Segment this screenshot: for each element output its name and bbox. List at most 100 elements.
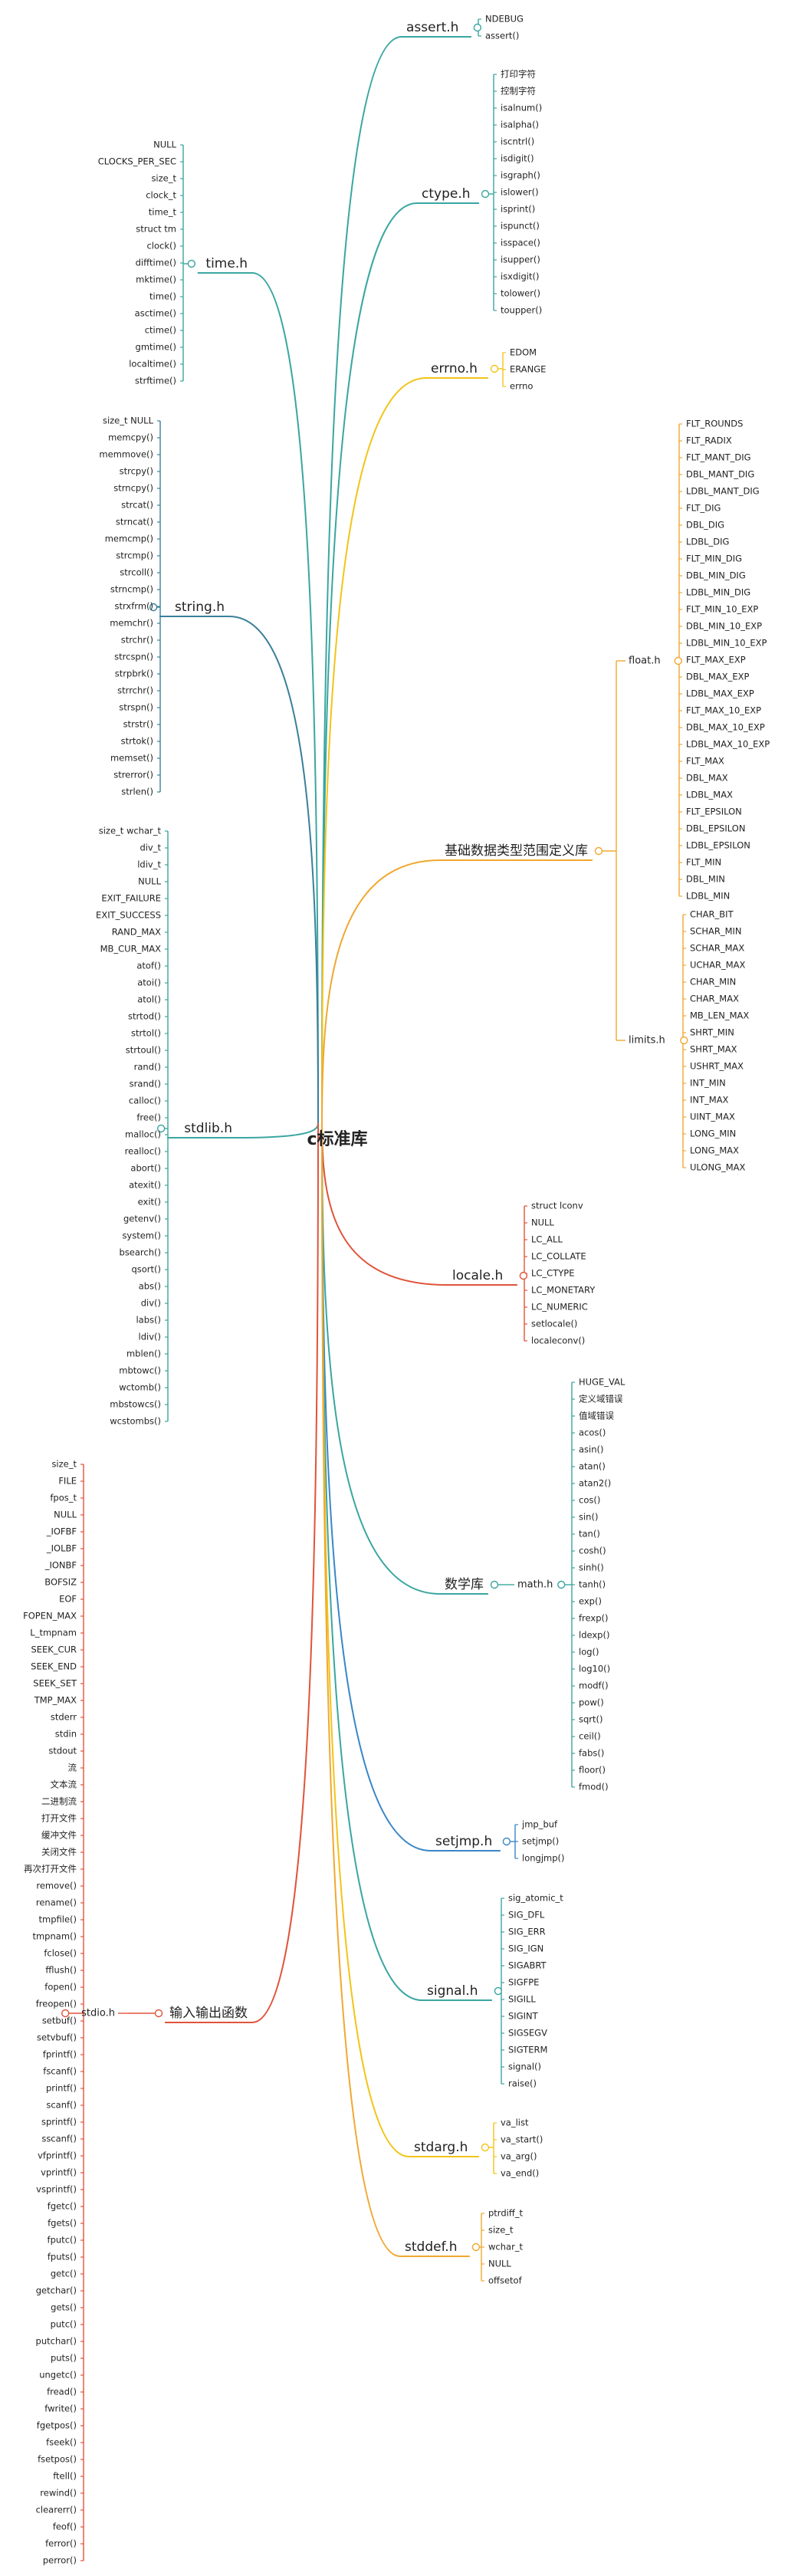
stdio-leaf: SEEK_END — [31, 1661, 77, 1672]
math-leaf: sqrt() — [579, 1714, 603, 1725]
stdio-leaf: remove() — [36, 1881, 77, 1891]
stdio-leaf: 再次打开文件 — [24, 1864, 77, 1875]
string-leaf: strcat() — [121, 500, 153, 511]
stdio-leaf: setvbuf() — [37, 2032, 77, 2043]
string-leaf: strxfrm() — [115, 601, 153, 612]
stdio-leaf: fgetpos() — [37, 2420, 77, 2431]
edge-stdlib — [236, 1122, 319, 1138]
expand-setjmp-icon[interactable] — [502, 1837, 511, 1846]
stdio-leaf: 关闭文件 — [41, 1847, 77, 1858]
expand-stdio-icon[interactable] — [61, 2009, 70, 2018]
stddef-leaf: NULL — [488, 2259, 511, 2269]
math-leaf: sinh() — [579, 1562, 604, 1573]
math-leaf: asin() — [579, 1444, 604, 1455]
float-leaf: DBL_MAX_10_EXP — [686, 722, 765, 733]
locale-leaf: localeconv() — [531, 1336, 585, 1346]
string-leaf: strrchr() — [117, 685, 153, 696]
math-leaf: 定义域错误 — [579, 1394, 623, 1405]
limits-leaf: INT_MIN — [690, 1078, 726, 1089]
ctype-leaf: isdigit() — [501, 153, 534, 164]
stdlib-leaf: exit() — [138, 1197, 161, 1208]
float-leaf: DBL_MIN_DIG — [686, 570, 746, 581]
locale-leaf: LC_COLLATE — [531, 1251, 586, 1262]
expand-stdarg-icon[interactable] — [481, 2143, 490, 2152]
stdlib-leaf: div_t — [140, 843, 161, 853]
expand-locale-icon[interactable] — [519, 1271, 528, 1280]
stdlib-leaf: NULL — [138, 876, 161, 887]
expand-stddef-icon[interactable] — [471, 2242, 481, 2252]
float-leaf: FLT_MIN_DIG — [686, 554, 742, 564]
stdio-leaf: sprintf() — [41, 2117, 77, 2128]
stdlib-leaf: mbstowcs() — [110, 1399, 161, 1410]
expand-signal-icon[interactable] — [494, 1986, 503, 1996]
stdlib-leaf: wctomb() — [119, 1382, 161, 1393]
math-leaf: log() — [579, 1647, 599, 1658]
locale-leaf: LC_MONETARY — [531, 1285, 596, 1296]
ctype-leaf: isspace() — [501, 238, 540, 248]
stdlib-leaf: bsearch() — [120, 1247, 161, 1258]
expand-errno-icon[interactable] — [490, 364, 499, 373]
assert-leaf: assert() — [485, 31, 519, 41]
signal-leaf: SIGSEGV — [508, 2028, 547, 2039]
edge-layer — [61, 18, 688, 2561]
time-leaf: strftime() — [135, 376, 176, 386]
stdlib-leaf: wcstombs() — [110, 1416, 161, 1427]
float-leaf: DBL_MIN_10_EXP — [686, 621, 762, 632]
math-leaf: cosh() — [579, 1546, 606, 1556]
math-leaf: frexp() — [579, 1613, 608, 1624]
stdio-leaf: vsprintf() — [36, 2184, 77, 2195]
limits-leaf: CHAR_BIT — [690, 909, 734, 920]
branch-errno: errno.h — [431, 361, 478, 376]
float-leaf: LDBL_MIN — [686, 891, 730, 902]
time-leaf: asctime() — [135, 308, 176, 319]
string-leaf: strcspn() — [114, 652, 153, 662]
stdio-leaf: fputc() — [48, 2235, 77, 2246]
expand-assert-icon[interactable] — [473, 23, 482, 32]
stddef-leaf: size_t — [488, 2225, 514, 2236]
stdio-leaf: FOPEN_MAX — [23, 1611, 77, 1622]
expand-limits_root-icon[interactable] — [594, 846, 603, 856]
math-leaf: atan2() — [579, 1478, 611, 1489]
signal-leaf: SIG_DFL — [508, 1910, 545, 1921]
math-leaf: acos() — [579, 1428, 606, 1438]
stdio-leaf: gets() — [51, 2302, 77, 2313]
expand-math-icon[interactable] — [557, 1580, 566, 1589]
stdlib-leaf: mblen() — [126, 1349, 161, 1359]
stdarg-leaf: va_start() — [501, 2134, 543, 2145]
expand-time-icon[interactable] — [187, 259, 196, 268]
stdio-leaf: ungetc() — [39, 2370, 77, 2380]
branch-locale: locale.h — [452, 1268, 503, 1283]
expand-string-icon[interactable] — [149, 603, 158, 612]
stdlib-leaf: atexit() — [129, 1180, 161, 1191]
expand-stdlib-icon[interactable] — [156, 1124, 166, 1133]
stdio-leaf: fgets() — [48, 2218, 77, 2229]
locale-leaf: LC_CTYPE — [531, 1268, 574, 1279]
limits-leaf: UCHAR_MAX — [690, 960, 745, 971]
expand-float-icon[interactable] — [674, 656, 682, 665]
math-leaf: ceil() — [579, 1731, 601, 1742]
expand-math_root-icon[interactable] — [490, 1580, 499, 1589]
stdio-leaf: 流 — [68, 1763, 77, 1773]
string-leaf: strcpy() — [120, 466, 153, 477]
sub-limits: limits.h — [629, 1035, 665, 1046]
signal-leaf: signal() — [508, 2062, 541, 2072]
stdio-leaf: 缓冲文件 — [41, 1830, 77, 1841]
stdlib-leaf: strtol() — [131, 1028, 161, 1039]
setjmp-leaf: longjmp() — [522, 1853, 565, 1864]
float-leaf: DBL_DIG — [686, 520, 724, 531]
setjmp-leaf: setjmp() — [522, 1836, 559, 1847]
expand-limits-icon[interactable] — [680, 1036, 688, 1045]
sub-stdio: stdio.h — [81, 2008, 115, 2019]
time-leaf: mktime() — [136, 274, 176, 285]
time-leaf: size_t — [151, 173, 176, 184]
string-leaf: memcmp() — [105, 534, 153, 544]
ctype-leaf: isupper() — [501, 255, 540, 265]
signal-leaf: SIGABRT — [508, 1960, 547, 1971]
stdlib-leaf: abort() — [130, 1163, 161, 1174]
edge-locale — [321, 1122, 448, 1286]
stdio-leaf: scanf() — [46, 2100, 77, 2111]
expand-stdio_root-icon[interactable] — [154, 2009, 163, 2018]
ctype-leaf: isalpha() — [501, 120, 539, 130]
math-leaf: sin() — [579, 1512, 598, 1523]
expand-ctype-icon[interactable] — [481, 189, 490, 199]
